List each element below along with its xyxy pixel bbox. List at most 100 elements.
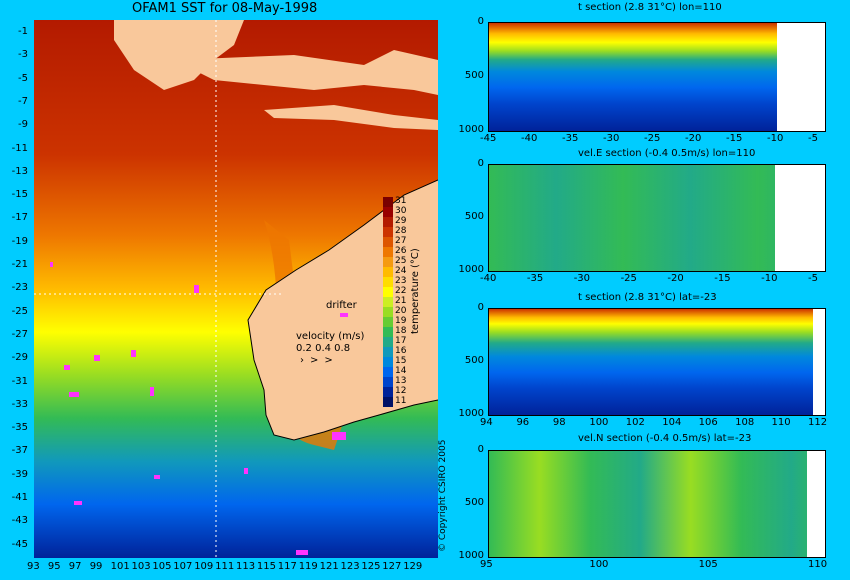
indonesia-land: [114, 20, 244, 90]
section-y-tick: 0: [477, 444, 484, 455]
section-y-tick: 0: [477, 302, 484, 313]
colorbar-swatch: [383, 297, 393, 307]
colorbar-value: 14: [395, 366, 407, 376]
colorbar-value: 11: [395, 396, 407, 406]
lon-tick-label: 99: [89, 561, 103, 572]
section-x-tick: -25: [620, 273, 637, 284]
drifter-legend-label: drifter: [326, 300, 357, 311]
section-y-tick: 1000: [458, 264, 484, 275]
section-y-tick: 0: [477, 16, 484, 27]
section-x-tick: 100: [589, 559, 609, 570]
lat-tick-label: -7: [18, 95, 28, 107]
map-lon-axis: 93 95 97 99 101 103 105 107 109 111 113 115 117 119 12…: [27, 560, 438, 576]
lat-tick-label: -25: [11, 305, 28, 317]
lon-tick-label: 123: [340, 561, 360, 572]
section-y-tick: 1000: [458, 124, 484, 135]
lat-tick-label: -19: [11, 235, 28, 247]
lat-tick-label: -17: [11, 212, 28, 224]
colorbar-value: 17: [395, 336, 407, 346]
colorbar-swatch: [383, 207, 393, 217]
lon-tick-label: 111: [215, 561, 235, 572]
colorbar-swatch: [383, 367, 393, 377]
colorbar-value: 31: [395, 196, 407, 206]
section-x-tick: -10: [767, 133, 784, 144]
colorbar-value: 23: [395, 276, 407, 286]
section-x-tick: -40: [521, 133, 538, 144]
section-x-tick: -5: [808, 133, 818, 144]
section-x-tick: 104: [662, 417, 682, 428]
colorbar-value: 22: [395, 286, 407, 296]
section-blank-area: [813, 309, 825, 415]
colorbar-swatch: [383, 237, 393, 247]
lon-tick-label: 93: [27, 561, 40, 572]
colorbar-swatch: [383, 377, 393, 387]
lon-tick-label: 113: [236, 561, 256, 572]
section-title: vel.E section (-0.4 0.5m/s) lon=110: [578, 148, 756, 159]
section-title: t section (2.8 31°C) lat=-23: [578, 292, 717, 303]
lon-tick-label: 121: [319, 561, 339, 572]
map-lat-axis: -1 -3 -5 -7 -9 -11 -13 -15 -17 -19 -21 -23 -25 -27 -29…: [0, 20, 34, 560]
section-title: vel.N section (-0.4 0.5m/s) lat=-23: [578, 433, 752, 444]
section-x-tick: 96: [516, 417, 530, 428]
lat-tick-label: -9: [18, 119, 28, 131]
section-y-tick: 500: [464, 70, 484, 81]
sst-map: [34, 20, 438, 558]
lon-tick-label: 117: [277, 561, 297, 572]
colorbar-value: 25: [395, 256, 407, 266]
colorbar-label: temperature (°C): [410, 248, 421, 334]
colorbar-swatch: [383, 267, 393, 277]
colorbar-swatch: [383, 217, 393, 227]
section-plot: [488, 450, 826, 558]
colorbar-value: 28: [395, 226, 407, 236]
colorbar-value: 16: [395, 346, 407, 356]
colorbar-swatch: [383, 347, 393, 357]
colorbar-swatch: [383, 197, 393, 207]
velocity-legend-label: velocity (m/s): [296, 331, 365, 342]
colorbar-swatch: [383, 287, 393, 297]
colorbar-labels: 31 30 29 28 27 26 25 24 23 22 21 20 19 18 17 16 15 14 13 12…: [395, 197, 415, 407]
colorbar-swatch: [383, 357, 393, 367]
lon-tick-label: 125: [361, 561, 381, 572]
section-x-tick: 105: [698, 559, 718, 570]
lat-tick-label: -35: [11, 422, 28, 434]
colorbar-value: 18: [395, 326, 407, 336]
lon-tick-label: 95: [47, 561, 61, 572]
section-plot: [488, 308, 826, 416]
colorbar-value: 13: [395, 376, 407, 386]
lat-tick-label: -15: [11, 189, 28, 201]
lon-tick-label: 107: [173, 561, 193, 572]
section-x-tick: -10: [761, 273, 778, 284]
lat-tick-label: -5: [18, 72, 28, 84]
lon-tick-label: 97: [68, 561, 82, 572]
section-blank-area: [807, 451, 825, 557]
section-plot: [488, 164, 826, 272]
lat-tick-label: -21: [11, 259, 28, 270]
lon-tick-label: 129: [403, 561, 423, 572]
lat-tick-label: -33: [11, 398, 28, 410]
lat-tick-label: -43: [11, 515, 28, 527]
section-x-tick: -35: [526, 273, 544, 284]
colorbar-value: 12: [395, 386, 407, 396]
section-plot: [488, 22, 826, 132]
section-x-tick: 110: [771, 417, 791, 428]
lat-tick-label: -31: [11, 375, 28, 387]
lat-tick-label: -37: [11, 445, 28, 457]
section-x-tick: 112: [808, 417, 828, 428]
drifter-legend-swatch: [340, 313, 348, 317]
colorbar-swatch: [383, 387, 393, 397]
lat-tick-label: -11: [11, 142, 28, 154]
lat-tick-label: -1: [18, 26, 28, 37]
section-x-tick: -45: [480, 133, 497, 144]
lat-tick-label: -41: [11, 492, 28, 503]
drifter-markers: [50, 262, 346, 555]
section-y-tick: 500: [464, 211, 484, 222]
lat-tick-label: -29: [11, 352, 28, 364]
section-x-tick: -40: [480, 273, 497, 284]
section-x-tick: 95: [480, 559, 493, 570]
colorbar-value: 27: [395, 236, 407, 246]
lat-tick-label: -13: [11, 165, 28, 177]
section-x-tick: 98: [552, 417, 566, 428]
colorbar-swatch: [383, 307, 393, 317]
colorbar-swatch: [383, 277, 393, 287]
section-x-tick: -20: [667, 273, 684, 284]
